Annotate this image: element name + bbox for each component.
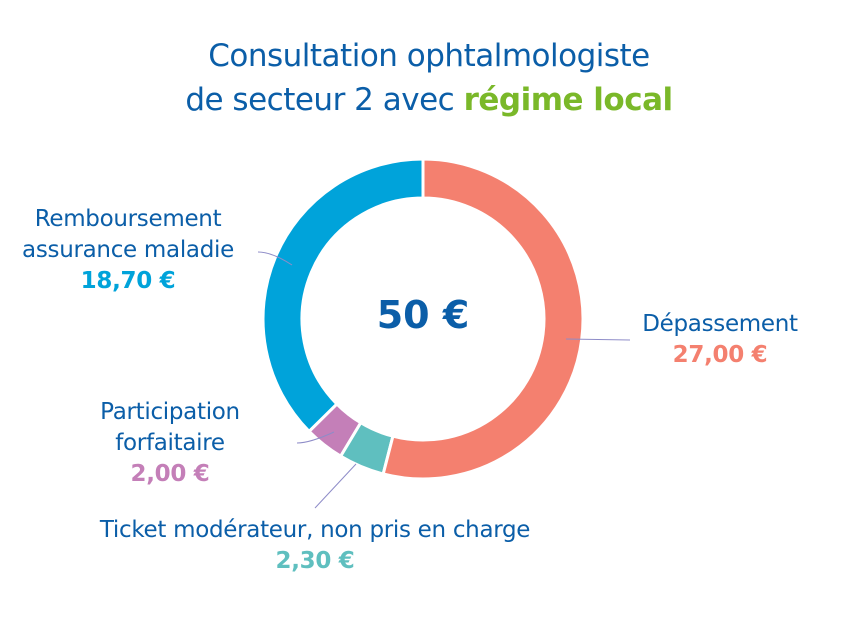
- label-ticket-name: Ticket modérateur, non pris en charge: [99, 517, 531, 543]
- label-depassement-name: Dépassement: [642, 311, 798, 337]
- leader-depassement: [565, 338, 631, 341]
- leader-ticket: [314, 463, 357, 509]
- title-line-1: Consultation ophtalmologiste: [208, 38, 650, 74]
- chart-title: Consultation ophtalmologiste de secteur …: [0, 34, 858, 122]
- label-remboursement-line1: Remboursement: [34, 206, 222, 232]
- label-participation: Participation forfaitaire 2,00 €: [60, 397, 280, 490]
- title-prefix: de secteur 2 avec: [185, 82, 464, 118]
- label-depassement: Dépassement 27,00 €: [600, 309, 840, 371]
- title-highlight: régime local: [463, 82, 674, 118]
- label-remboursement-line2: assurance maladie: [22, 237, 234, 263]
- label-participation-value: 2,00 €: [130, 461, 210, 487]
- label-participation-line2: forfaitaire: [115, 430, 225, 456]
- slice-ticket-modérateur-non-pris-en-charge: [338, 420, 395, 476]
- leader-remboursement: [257, 251, 293, 266]
- title-line-2: de secteur 2 avec régime local: [0, 78, 858, 122]
- slice-dépassement: [381, 157, 585, 481]
- label-remboursement-value: 18,70 €: [80, 268, 176, 294]
- label-ticket-value: 2,30 €: [275, 548, 355, 574]
- leader-participation: [296, 431, 335, 444]
- label-remboursement: Remboursement assurance maladie 18,70 €: [0, 204, 256, 297]
- label-depassement-value: 27,00 €: [672, 342, 768, 368]
- label-participation-line1: Participation: [100, 399, 240, 425]
- center-total: 50 €: [376, 293, 470, 337]
- label-ticket: Ticket modérateur, non pris en charge 2,…: [60, 515, 570, 577]
